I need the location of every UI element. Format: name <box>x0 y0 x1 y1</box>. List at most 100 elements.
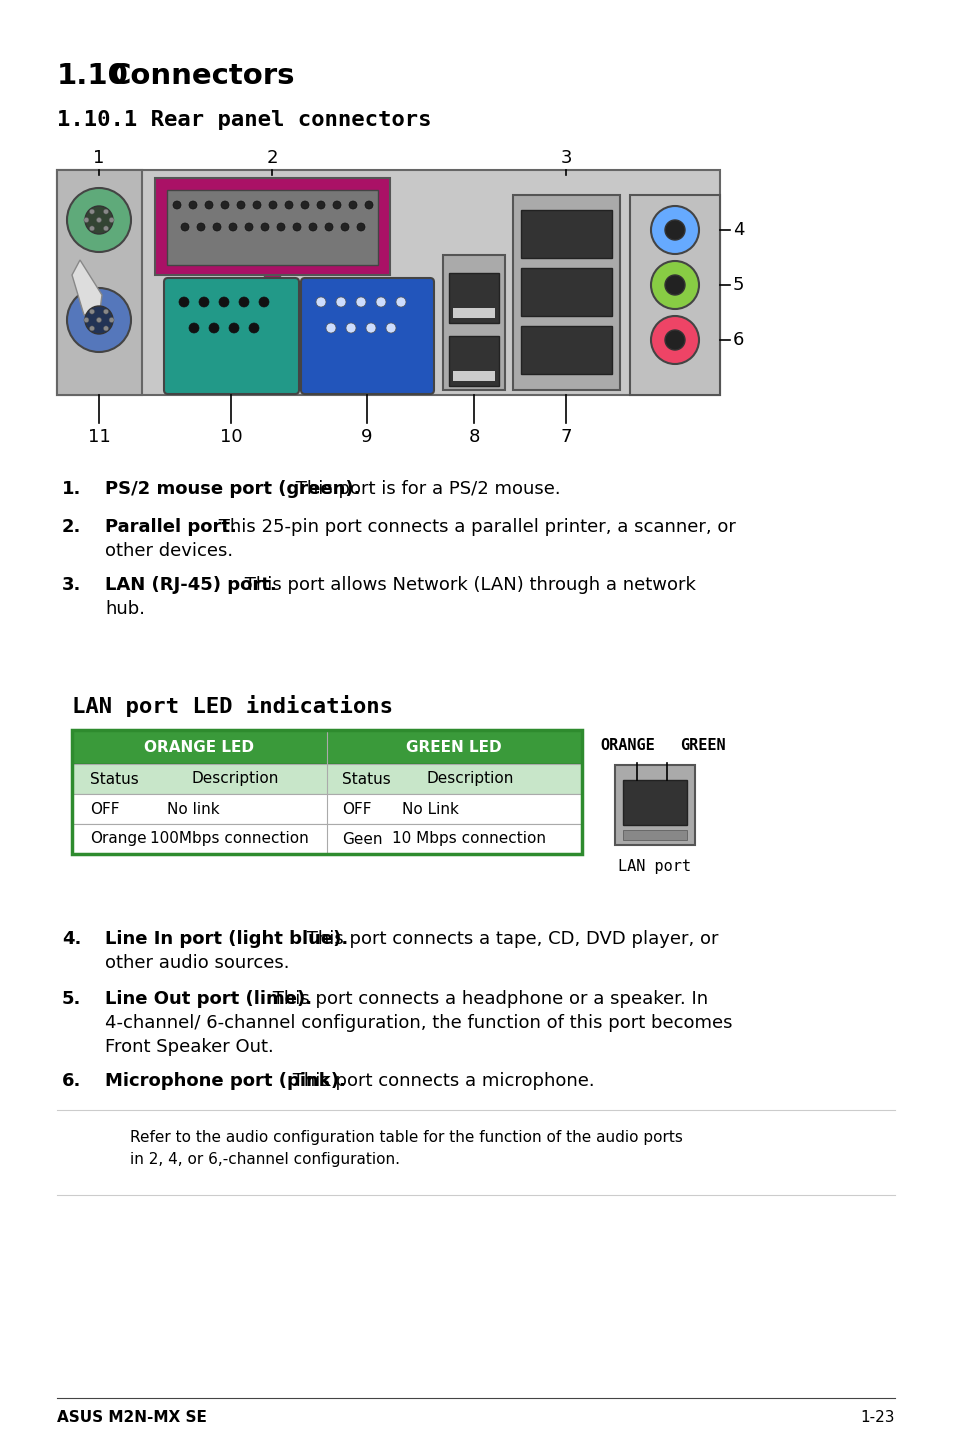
Bar <box>453 371 495 381</box>
Circle shape <box>285 201 293 209</box>
Text: No Link: No Link <box>401 801 458 817</box>
Text: Status: Status <box>341 772 391 787</box>
Circle shape <box>340 223 349 232</box>
Text: 4-channel/ 6-channel configuration, the function of this port becomes: 4-channel/ 6-channel configuration, the … <box>105 1014 732 1032</box>
Text: 4: 4 <box>732 221 743 239</box>
Circle shape <box>333 201 340 209</box>
Circle shape <box>650 262 699 309</box>
Bar <box>520 267 612 316</box>
Text: 3.: 3. <box>62 577 81 594</box>
Text: This port is for a PS/2 mouse.: This port is for a PS/2 mouse. <box>290 480 560 498</box>
Circle shape <box>189 201 196 209</box>
Text: This port connects a tape, CD, DVD player, or: This port connects a tape, CD, DVD playe… <box>301 930 718 948</box>
Text: 10: 10 <box>219 429 242 446</box>
Circle shape <box>103 226 109 232</box>
Bar <box>71 824 581 854</box>
Text: Description: Description <box>192 772 279 787</box>
Circle shape <box>249 324 258 334</box>
Circle shape <box>301 201 309 209</box>
Text: Front Speaker Out.: Front Speaker Out. <box>105 1038 274 1055</box>
Circle shape <box>85 306 112 334</box>
Circle shape <box>90 309 94 313</box>
Circle shape <box>103 209 109 214</box>
Text: GREEN LED: GREEN LED <box>406 739 501 755</box>
Bar <box>442 255 504 390</box>
Bar <box>57 170 720 395</box>
Circle shape <box>103 309 109 313</box>
Text: ORANGE LED: ORANGE LED <box>144 739 253 755</box>
Circle shape <box>179 298 189 306</box>
Circle shape <box>375 298 386 306</box>
Circle shape <box>109 318 114 322</box>
Text: LAN (RJ-45) port.: LAN (RJ-45) port. <box>105 577 276 594</box>
Circle shape <box>90 326 94 331</box>
Circle shape <box>355 298 366 306</box>
Text: Refer to the audio configuration table for the function of the audio ports: Refer to the audio configuration table f… <box>130 1130 682 1145</box>
Circle shape <box>109 217 114 223</box>
Circle shape <box>219 298 229 306</box>
Text: 4.: 4. <box>62 930 81 948</box>
Text: This port allows Network (LAN) through a network: This port allows Network (LAN) through a… <box>239 577 695 594</box>
Circle shape <box>90 209 94 214</box>
Circle shape <box>245 223 253 232</box>
Circle shape <box>356 223 365 232</box>
Text: Line Out port (lime).: Line Out port (lime). <box>105 989 312 1008</box>
Text: This port connects a headphone or a speaker. In: This port connects a headphone or a spea… <box>267 989 707 1008</box>
Circle shape <box>196 223 205 232</box>
Circle shape <box>96 318 101 322</box>
Circle shape <box>85 206 112 234</box>
Text: 5.: 5. <box>62 989 81 1008</box>
Text: hub.: hub. <box>105 600 145 618</box>
Text: 9: 9 <box>361 429 373 446</box>
Circle shape <box>650 206 699 255</box>
Text: This 25-pin port connects a parallel printer, a scanner, or: This 25-pin port connects a parallel pri… <box>213 518 735 536</box>
Bar <box>520 326 612 374</box>
Circle shape <box>293 223 301 232</box>
Text: OFF: OFF <box>341 801 371 817</box>
Text: 7: 7 <box>559 429 571 446</box>
Bar <box>622 830 686 840</box>
Text: 10 Mbps connection: 10 Mbps connection <box>392 831 545 847</box>
Text: other devices.: other devices. <box>105 542 233 559</box>
Circle shape <box>67 188 131 252</box>
Bar <box>154 178 390 275</box>
Circle shape <box>103 326 109 331</box>
Circle shape <box>325 223 333 232</box>
Circle shape <box>365 201 373 209</box>
Bar <box>264 275 280 390</box>
Bar <box>513 196 619 390</box>
Text: 1.10.1 Rear panel connectors: 1.10.1 Rear panel connectors <box>57 109 431 129</box>
Circle shape <box>335 298 346 306</box>
Text: 8: 8 <box>468 429 479 446</box>
Bar <box>615 765 695 846</box>
Circle shape <box>664 220 684 240</box>
Bar <box>71 764 581 794</box>
Text: 6.: 6. <box>62 1071 81 1090</box>
Text: Parallel port.: Parallel port. <box>105 518 236 536</box>
Bar <box>57 170 142 395</box>
Circle shape <box>315 298 326 306</box>
Circle shape <box>269 201 276 209</box>
Circle shape <box>213 223 221 232</box>
Circle shape <box>258 298 269 306</box>
Text: 1: 1 <box>93 150 105 167</box>
Bar <box>71 731 581 854</box>
Text: 6: 6 <box>732 331 743 349</box>
Text: other audio sources.: other audio sources. <box>105 953 289 972</box>
Text: 5: 5 <box>732 276 743 293</box>
Text: OFF: OFF <box>90 801 119 817</box>
Circle shape <box>209 324 219 334</box>
Text: PS/2 mouse port (green).: PS/2 mouse port (green). <box>105 480 360 498</box>
Text: This port connects a microphone.: This port connects a microphone. <box>287 1071 594 1090</box>
Text: Status: Status <box>90 772 138 787</box>
Circle shape <box>236 201 245 209</box>
Circle shape <box>172 201 181 209</box>
Circle shape <box>253 201 261 209</box>
Text: Geen: Geen <box>341 831 382 847</box>
Circle shape <box>664 275 684 295</box>
Text: 2.: 2. <box>62 518 81 536</box>
Text: LAN port: LAN port <box>618 858 691 874</box>
Text: 100Mbps connection: 100Mbps connection <box>150 831 309 847</box>
Text: Microphone port (pink).: Microphone port (pink). <box>105 1071 346 1090</box>
Bar <box>71 794 581 824</box>
